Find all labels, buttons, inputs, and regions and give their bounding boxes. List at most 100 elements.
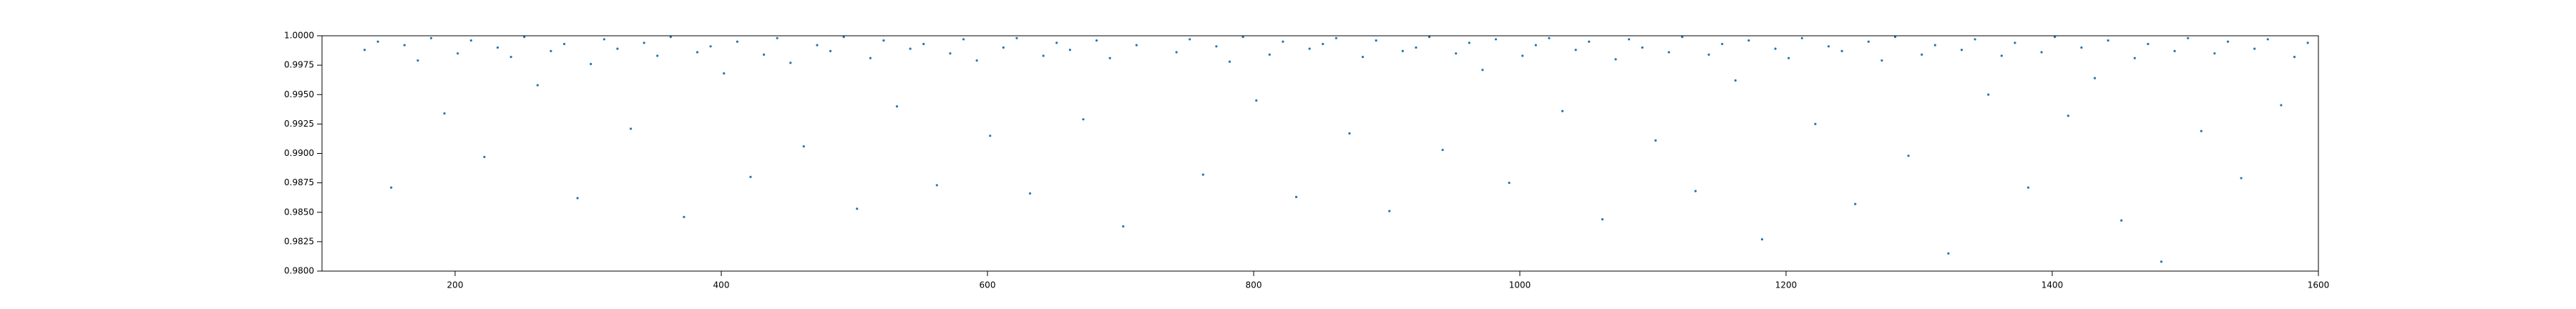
x-tick-label: 1000 bbox=[1509, 280, 1531, 290]
point bbox=[616, 47, 619, 50]
y-tick-label: 0.9825 bbox=[284, 236, 314, 246]
point bbox=[1322, 42, 1324, 46]
point bbox=[1627, 38, 1631, 41]
point bbox=[629, 127, 633, 130]
point bbox=[1747, 39, 1750, 42]
point bbox=[789, 62, 792, 64]
point bbox=[1042, 54, 1045, 57]
point bbox=[669, 36, 672, 39]
point bbox=[2160, 260, 2163, 263]
point bbox=[1734, 79, 1737, 82]
point bbox=[1681, 36, 1684, 39]
point bbox=[935, 184, 938, 187]
point bbox=[869, 57, 872, 59]
point bbox=[816, 44, 819, 46]
point bbox=[1308, 47, 1311, 50]
point bbox=[403, 44, 406, 46]
point bbox=[1361, 56, 1365, 59]
plot-frame bbox=[321, 35, 2319, 272]
point bbox=[829, 49, 832, 52]
point bbox=[1760, 237, 1764, 241]
point bbox=[1002, 46, 1005, 49]
point bbox=[1082, 118, 1085, 121]
point bbox=[1375, 39, 1377, 42]
point bbox=[2014, 41, 2016, 44]
point bbox=[590, 62, 592, 66]
point bbox=[1974, 38, 1976, 41]
point bbox=[576, 197, 579, 200]
point bbox=[1854, 202, 1857, 205]
point bbox=[469, 39, 472, 42]
point bbox=[2173, 49, 2176, 52]
point bbox=[1880, 59, 1883, 62]
point bbox=[1335, 36, 1337, 39]
point bbox=[1548, 36, 1551, 39]
point bbox=[1601, 218, 1604, 221]
x-tick-label: 1400 bbox=[2041, 280, 2064, 290]
point bbox=[683, 215, 686, 218]
point bbox=[1921, 53, 1923, 56]
point bbox=[2293, 56, 2296, 59]
point bbox=[1215, 45, 1218, 48]
point bbox=[2093, 77, 2097, 79]
point bbox=[2306, 41, 2309, 44]
point bbox=[1774, 47, 1777, 50]
x-tick-label: 200 bbox=[447, 280, 464, 290]
point bbox=[1455, 52, 1458, 55]
point bbox=[2280, 104, 2283, 107]
point bbox=[1294, 195, 1298, 198]
point bbox=[1015, 36, 1018, 39]
point bbox=[2080, 46, 2083, 49]
point bbox=[1521, 54, 1524, 57]
point bbox=[1268, 53, 1271, 56]
point bbox=[429, 36, 433, 39]
point bbox=[2026, 186, 2030, 189]
point bbox=[895, 105, 899, 108]
point bbox=[1667, 51, 1670, 54]
point bbox=[723, 72, 726, 75]
point bbox=[922, 42, 925, 46]
x-tick-label: 1200 bbox=[1775, 280, 1797, 290]
point bbox=[562, 42, 566, 46]
point bbox=[1867, 40, 1870, 43]
y-tick-label: 0.9850 bbox=[284, 207, 314, 217]
point bbox=[1494, 38, 1498, 41]
point bbox=[2133, 57, 2136, 59]
point bbox=[1840, 49, 1843, 52]
point bbox=[550, 49, 552, 52]
x-tick-label: 800 bbox=[1246, 280, 1262, 290]
point bbox=[1893, 36, 1897, 39]
point bbox=[2147, 42, 2150, 46]
point bbox=[1122, 225, 1125, 228]
point bbox=[390, 186, 393, 189]
point bbox=[2067, 114, 2069, 117]
point bbox=[1228, 60, 1231, 63]
point bbox=[2200, 129, 2202, 132]
y-tick-label: 1.0000 bbox=[284, 31, 314, 41]
point bbox=[1068, 49, 1071, 52]
point bbox=[602, 38, 605, 41]
point bbox=[1534, 44, 1537, 46]
point bbox=[1721, 42, 1724, 46]
point bbox=[1201, 173, 1204, 176]
point bbox=[1561, 109, 1564, 112]
y-tick-label: 0.9900 bbox=[284, 148, 314, 158]
point bbox=[736, 40, 738, 43]
point bbox=[2213, 52, 2216, 55]
point bbox=[1401, 49, 1404, 52]
point bbox=[962, 38, 965, 41]
point bbox=[1255, 99, 1258, 102]
point bbox=[1481, 69, 1484, 72]
point bbox=[2040, 51, 2043, 54]
point bbox=[1348, 132, 1351, 135]
point bbox=[1707, 53, 1710, 56]
point bbox=[1787, 57, 1790, 59]
point bbox=[363, 49, 366, 52]
point bbox=[1654, 139, 1657, 142]
point bbox=[656, 54, 659, 57]
point bbox=[909, 47, 912, 50]
point bbox=[2187, 36, 2190, 39]
point bbox=[776, 36, 779, 39]
point bbox=[643, 41, 645, 44]
